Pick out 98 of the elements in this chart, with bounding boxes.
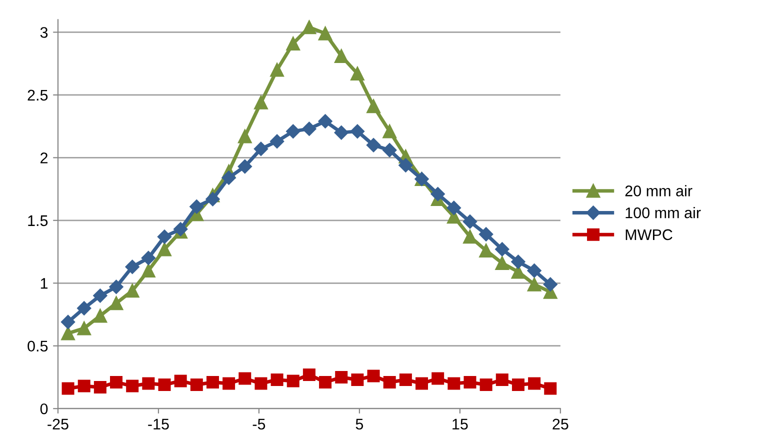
point: [302, 122, 316, 136]
point: [125, 284, 140, 298]
point: [479, 244, 494, 258]
point: [334, 126, 348, 140]
point: [430, 186, 445, 202]
point: [512, 378, 524, 392]
point: [318, 114, 332, 128]
point: [319, 376, 332, 388]
point: [62, 382, 74, 395]
point: [432, 372, 444, 385]
point: [93, 308, 108, 323]
point: [463, 230, 477, 244]
point: [543, 277, 558, 292]
point: [110, 376, 123, 388]
point: [254, 96, 268, 110]
point: [142, 377, 155, 390]
y-tick-label: 1.5: [28, 215, 48, 226]
point: [528, 377, 541, 390]
point: [158, 378, 171, 392]
point: [495, 256, 510, 270]
point: [254, 142, 268, 156]
point: [286, 124, 300, 138]
point: [141, 264, 156, 278]
point: [222, 170, 236, 185]
point: [270, 62, 284, 77]
point: [464, 376, 476, 388]
point: [93, 288, 108, 303]
point: [480, 378, 492, 392]
point: [109, 296, 124, 310]
point: [206, 376, 219, 388]
point: [478, 227, 494, 242]
point: [60, 314, 76, 330]
point: [399, 373, 412, 386]
point: [416, 377, 428, 390]
point: [382, 143, 397, 158]
point: [334, 49, 348, 63]
point: [158, 242, 172, 256]
y-tick-label: 2.5: [28, 90, 48, 101]
legend-label: 20 mm air: [625, 185, 692, 196]
point: [254, 377, 268, 390]
y-tick-label: 1: [40, 278, 48, 289]
point: [206, 192, 220, 206]
point: [238, 129, 252, 144]
x-tick-label: -25: [48, 418, 68, 430]
point: [286, 36, 300, 50]
y-tick-label: 2: [40, 152, 48, 164]
point: [351, 373, 364, 386]
point: [77, 301, 92, 316]
point: [190, 378, 203, 392]
point: [544, 382, 557, 395]
x-tick-label: -5: [252, 418, 266, 430]
point: [527, 277, 542, 292]
legend-label: 100 mm air: [626, 207, 701, 218]
point: [173, 222, 188, 236]
point: [302, 368, 316, 381]
point: [448, 377, 460, 390]
point: [511, 254, 526, 269]
y-tick-label: 0: [40, 403, 48, 414]
point: [527, 264, 542, 278]
x-tick-label: -15: [148, 418, 169, 430]
x-tick-label: 25: [552, 418, 568, 430]
point: [126, 380, 139, 392]
y-tick-label: 3: [40, 27, 48, 38]
x-tick-label: 15: [452, 418, 468, 430]
point: [109, 280, 124, 294]
point: [238, 159, 252, 174]
point: [335, 370, 348, 384]
point: [382, 124, 397, 138]
y-tick-label: 0.5: [28, 340, 48, 352]
point: [77, 321, 92, 336]
point: [398, 158, 413, 172]
point: [222, 377, 236, 390]
point: [462, 214, 478, 229]
point: [496, 373, 508, 386]
x-tick-label: 5: [356, 418, 364, 430]
point: [495, 242, 510, 256]
point: [61, 326, 75, 340]
point: [366, 99, 380, 114]
point: [350, 66, 364, 81]
point: [366, 138, 381, 152]
point: [141, 250, 156, 266]
point: [270, 373, 284, 386]
point: [367, 370, 380, 382]
point: [125, 260, 140, 274]
point: [270, 134, 284, 148]
point: [302, 20, 316, 34]
point: [383, 376, 396, 388]
point: [94, 381, 106, 394]
point: [318, 26, 332, 40]
point: [78, 380, 90, 392]
point: [157, 230, 172, 244]
point: [190, 200, 204, 214]
point: [174, 374, 187, 388]
point: [286, 374, 300, 388]
point: [350, 124, 365, 138]
point: [446, 200, 461, 215]
point: [238, 372, 252, 385]
legend-label: MWPC: [626, 229, 672, 240]
